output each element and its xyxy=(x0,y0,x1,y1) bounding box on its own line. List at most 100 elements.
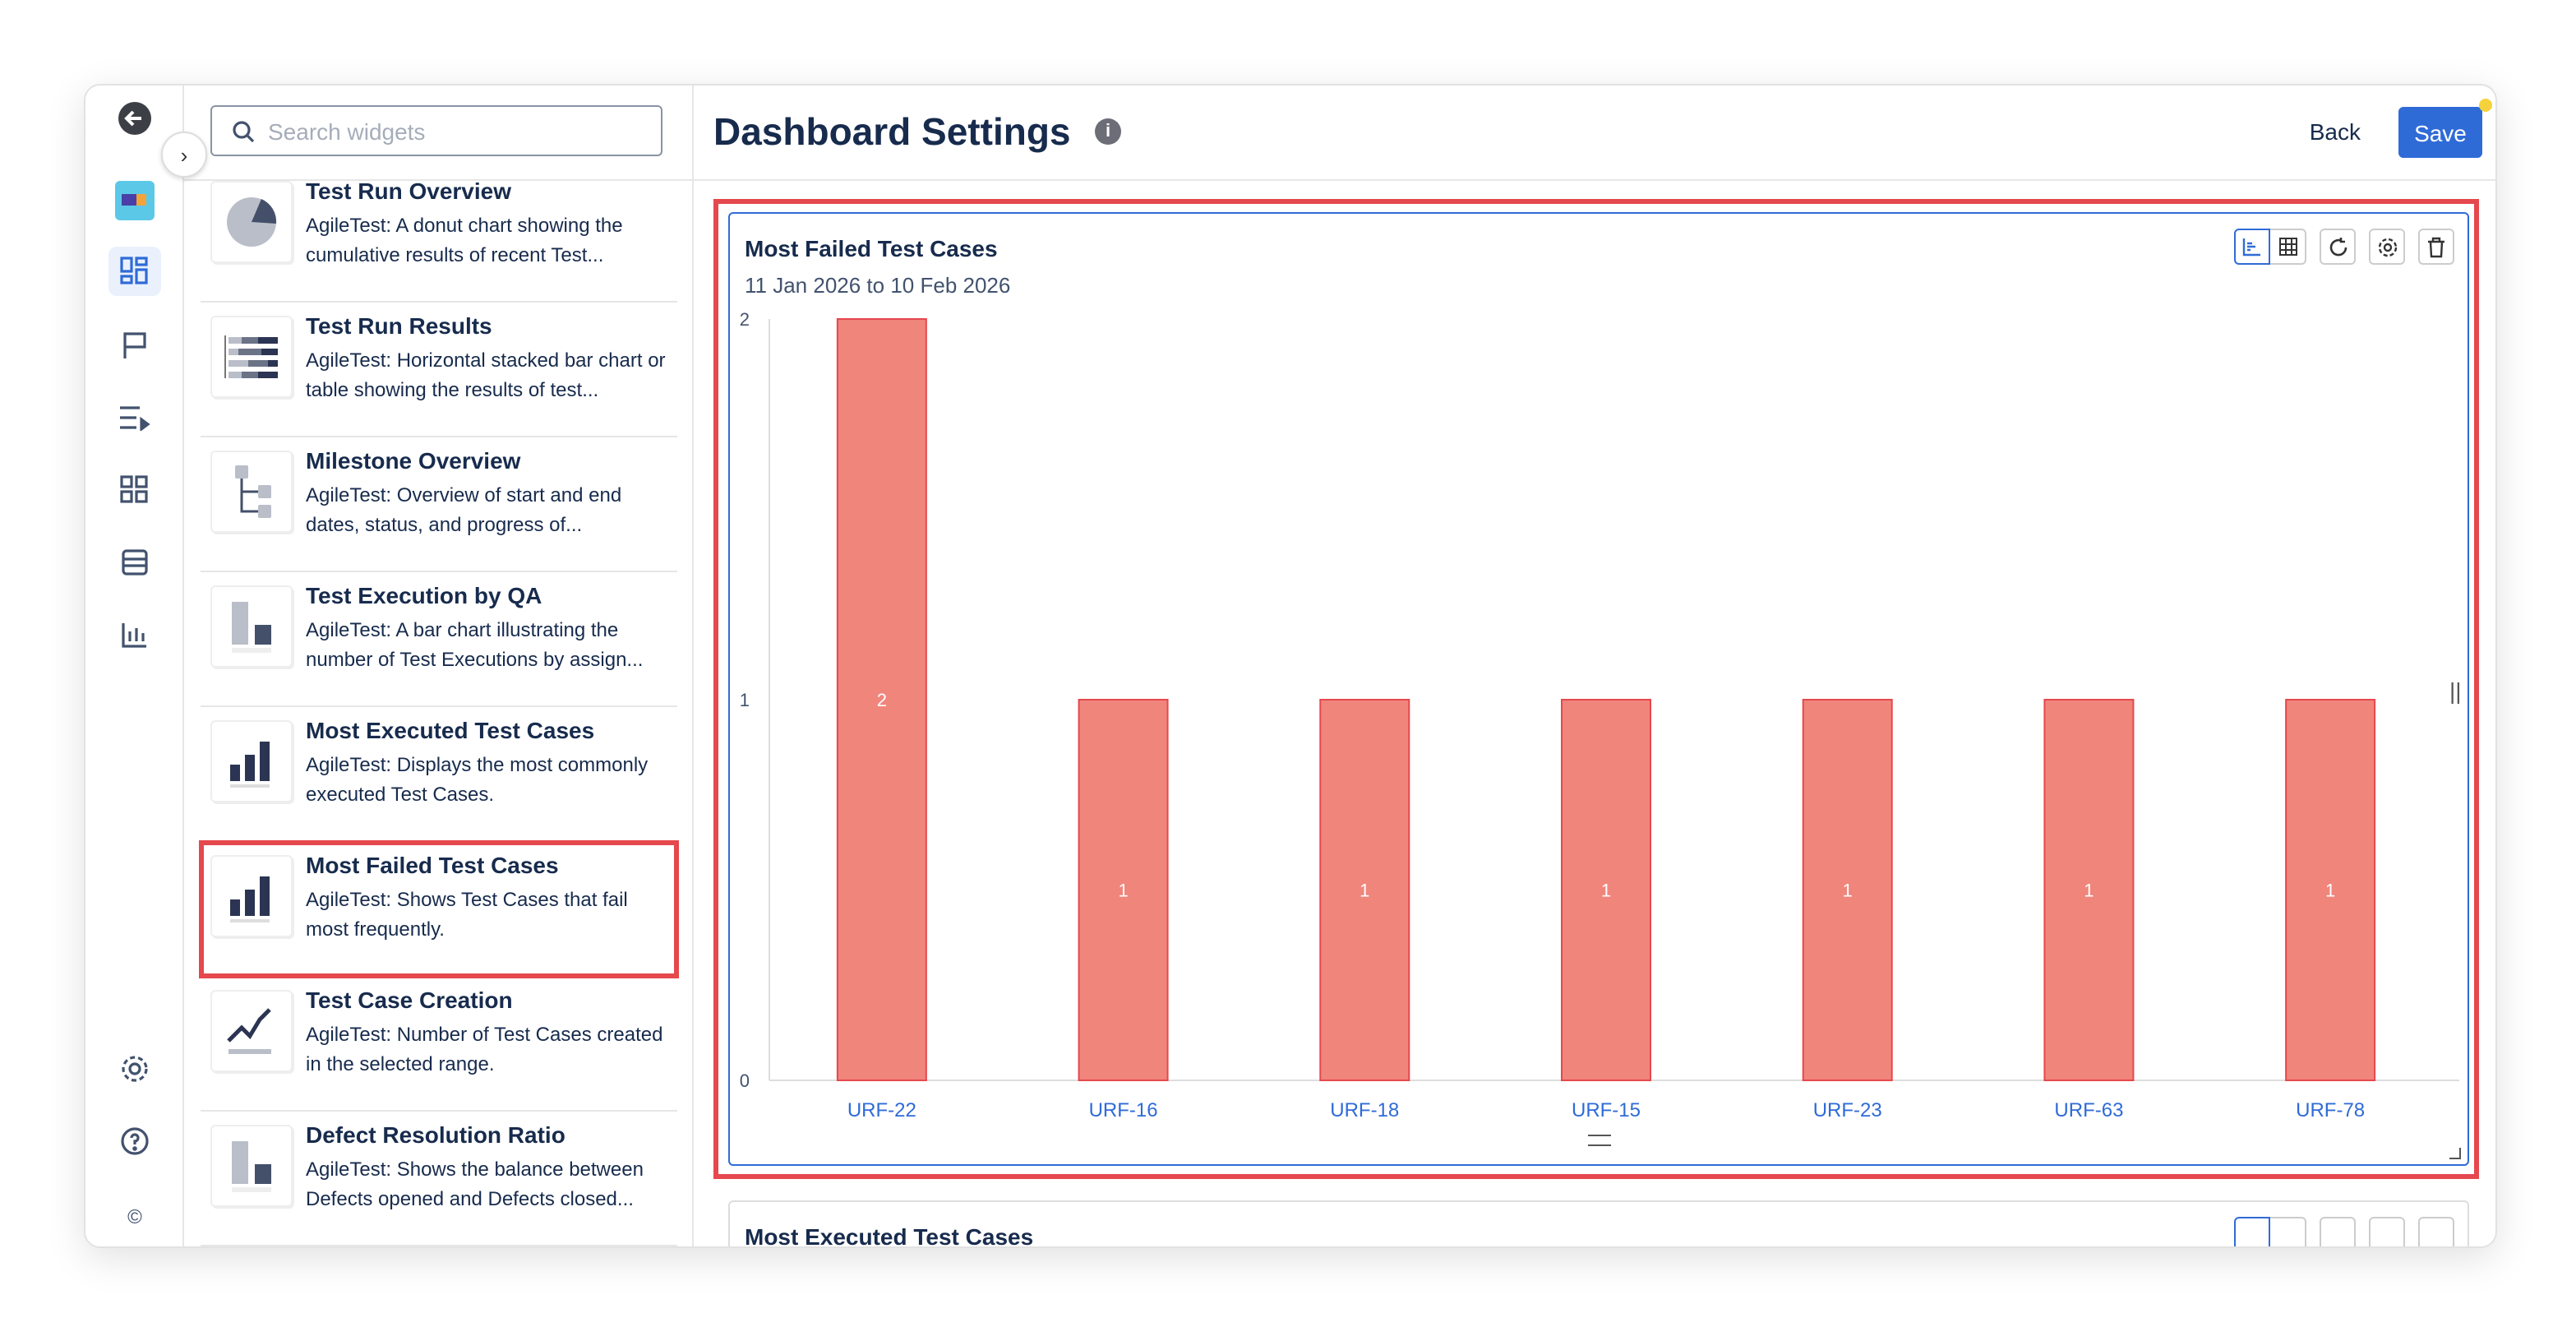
back-arrow-icon[interactable] xyxy=(108,94,161,143)
x-tick-label[interactable]: URF-23 xyxy=(1813,1099,1882,1121)
info-icon[interactable]: i xyxy=(1095,118,1121,145)
app-logo-icon[interactable] xyxy=(108,176,161,225)
panel-header xyxy=(184,86,692,181)
table-icon[interactable] xyxy=(108,538,161,587)
data-label: 1 xyxy=(1601,881,1611,901)
card-toolbar xyxy=(2234,1217,2454,1246)
x-tick-label[interactable]: URF-16 xyxy=(1089,1099,1158,1121)
widget-description: AgileTest: Shows Test Cases that fail mo… xyxy=(306,888,628,941)
x-tick-label[interactable]: URF-18 xyxy=(1330,1099,1399,1121)
gear-icon[interactable] xyxy=(108,1044,161,1094)
widget-description: AgileTest: Overview of start and end dat… xyxy=(306,483,622,536)
refresh-icon xyxy=(2329,237,2347,256)
settings-button[interactable] xyxy=(2369,1217,2405,1246)
left-rail: © xyxy=(85,86,184,1246)
bar xyxy=(1319,699,1410,1081)
gear-icon xyxy=(2377,237,2397,257)
bar xyxy=(2043,699,2135,1081)
milestone-tree-icon xyxy=(235,465,271,518)
chart-view-button[interactable] xyxy=(2234,1217,2270,1246)
bar xyxy=(1802,699,1893,1081)
y-tick-label: 1 xyxy=(740,690,750,710)
delete-button[interactable] xyxy=(2418,229,2454,265)
data-label: 1 xyxy=(1118,881,1128,901)
widget-thumbnail xyxy=(210,720,293,802)
data-label: 2 xyxy=(877,690,887,710)
refresh-button[interactable] xyxy=(2320,229,2356,265)
widget-thumbnail xyxy=(210,990,293,1072)
y-tick-label: 0 xyxy=(740,1070,750,1091)
widget-title: Test Execution by QA xyxy=(306,582,542,608)
table-view-button[interactable] xyxy=(2270,1217,2306,1246)
bar-chart-icon xyxy=(230,876,270,922)
flag-icon[interactable] xyxy=(108,321,161,370)
help-icon[interactable] xyxy=(108,1117,161,1166)
x-tick-label[interactable]: URF-78 xyxy=(2296,1099,2365,1121)
stacked-bar-icon xyxy=(224,335,278,378)
page-header: Dashboard Settings i Back Save xyxy=(694,86,2495,181)
resize-handle-right[interactable]: || xyxy=(2449,677,2462,704)
bar-chart-icon xyxy=(232,1141,271,1192)
widget-thumbnail xyxy=(210,855,293,937)
widget-item[interactable]: Test Case Creation AgileTest: Number of T… xyxy=(201,977,677,1112)
widget-title: Test Run Overview xyxy=(306,178,512,204)
bar xyxy=(2285,699,2376,1081)
widget-title: Most Failed Test Cases xyxy=(306,852,559,878)
widget-thumbnail xyxy=(210,316,293,398)
widget-item[interactable]: Most Failed Test Cases AgileTest: Shows T… xyxy=(199,840,679,978)
resize-handle-corner[interactable] xyxy=(2449,1148,2461,1159)
highlight-box xyxy=(713,199,2479,1179)
widget-description: AgileTest: Displays the most commonly ex… xyxy=(306,753,649,806)
table-view-button[interactable] xyxy=(2270,229,2306,265)
expand-panel-button[interactable]: › xyxy=(161,132,207,178)
main-content: Dashboard Settings i Back Save Most Fail… xyxy=(694,86,2495,1246)
pie-chart-icon xyxy=(227,197,277,247)
grid-icon[interactable] xyxy=(108,465,161,515)
widget-title: Test Case Creation xyxy=(306,987,513,1013)
widget-description: AgileTest: Shows the balance between Def… xyxy=(306,1158,644,1210)
widget-title: Milestone Overview xyxy=(306,447,521,474)
data-label: 1 xyxy=(2084,881,2094,901)
app-window: © Test Run Overview AgileTest: A donut ch… xyxy=(84,84,2497,1248)
card-date-range: 11 Jan 2026 to 10 Feb 2026 xyxy=(745,273,1011,298)
x-tick-label[interactable]: URF-15 xyxy=(1572,1099,1641,1121)
search-input[interactable] xyxy=(265,116,649,146)
bar xyxy=(1561,699,1651,1081)
widget-item[interactable]: Test Run Results AgileTest: Horizontal st… xyxy=(201,303,677,437)
widget-item[interactable]: Defect Resolution Ratio AgileTest: Shows … xyxy=(201,1112,677,1246)
save-button[interactable]: Save xyxy=(2398,107,2482,158)
search-box[interactable] xyxy=(210,105,662,156)
page-title: Dashboard Settings xyxy=(713,110,1071,153)
test-run-icon[interactable] xyxy=(108,393,161,442)
chevron-right-icon: › xyxy=(180,142,188,167)
widget-item[interactable]: Test Execution by QA AgileTest: A bar cha… xyxy=(201,572,677,707)
settings-button[interactable] xyxy=(2369,229,2405,265)
widget-item[interactable]: Most Executed Test Cases AgileTest: Displ… xyxy=(201,707,677,842)
line-chart-icon xyxy=(227,1008,271,1054)
widget-description: AgileTest: A donut chart showing the cum… xyxy=(306,214,623,266)
widget-title: Defect Resolution Ratio xyxy=(306,1121,566,1148)
refresh-button[interactable] xyxy=(2320,1217,2356,1246)
table-icon xyxy=(2278,238,2297,256)
dashboard-icon[interactable] xyxy=(108,247,161,296)
data-label: 1 xyxy=(1360,881,1369,901)
bar-chart-icon xyxy=(232,602,271,653)
card-toolbar xyxy=(2234,229,2454,265)
copyright-icon: © xyxy=(127,1205,142,1228)
widget-thumbnail xyxy=(210,1125,293,1207)
back-button[interactable]: Back xyxy=(2300,117,2371,146)
delete-button[interactable] xyxy=(2418,1217,2454,1246)
bar xyxy=(836,318,927,1081)
widget-panel: Test Run Overview AgileTest: A donut char… xyxy=(184,86,694,1246)
resize-handle-bottom[interactable] xyxy=(1588,1135,1611,1146)
widget-item[interactable]: Milestone Overview AgileTest: Overview of… xyxy=(201,437,677,572)
y-tick-label: 2 xyxy=(740,309,750,330)
widget-thumbnail xyxy=(210,181,293,263)
x-tick-label[interactable]: URF-63 xyxy=(2054,1099,2123,1121)
chart-icon[interactable] xyxy=(108,610,161,659)
chart-view-button[interactable] xyxy=(2234,229,2270,265)
widget-card-most-executed: Most Executed Test Cases xyxy=(728,1200,2469,1246)
x-tick-label[interactable]: URF-22 xyxy=(847,1099,916,1121)
widget-item[interactable]: Test Run Overview AgileTest: A donut char… xyxy=(201,168,677,303)
bar xyxy=(1078,699,1169,1081)
